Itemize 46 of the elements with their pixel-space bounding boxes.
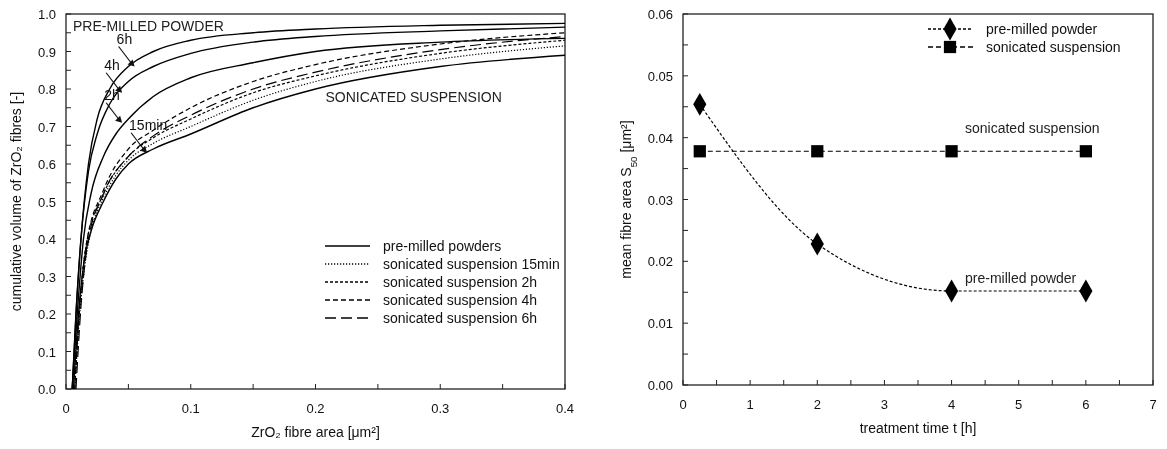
x-tick-label: 7 [1149, 397, 1157, 412]
x-tick-label: 0.2 [306, 401, 325, 416]
y-tick-label: 0.2 [37, 307, 56, 322]
x-tick-label: 3 [880, 397, 889, 412]
annotation: SONICATED SUSPENSION [325, 89, 502, 106]
x-tick-label: 4 [947, 397, 956, 412]
y-tick-label: 0.1 [37, 344, 56, 360]
x-axis-title: treatment time t [h] [859, 420, 977, 436]
x-tick-label: 0 [679, 397, 687, 412]
y-axis-title: cumulative volume of ZrO₂ fibres [-] [8, 91, 24, 312]
legend-label: pre-milled powders [383, 238, 502, 254]
annotation: 4h [104, 56, 120, 73]
x-tick-label: 1 [746, 397, 754, 412]
y-tick-label: 0.4 [37, 232, 56, 247]
legend-label: sonicated suspension [986, 39, 1121, 55]
legend-label: sonicated suspension 4h [383, 292, 538, 308]
legend-label: sonicated suspension 15min [383, 256, 560, 272]
annotation: 15min [129, 116, 168, 133]
x-tick-label: 0.4 [555, 401, 575, 416]
y-tick-label: 0.8 [37, 82, 56, 97]
y-tick-label: 0.03 [647, 192, 673, 208]
legend-label: pre-milled powder [986, 21, 1098, 37]
y-tick-label: 0.01 [647, 316, 673, 332]
x-axis-title: ZrO₂ fibre area [μm²] [251, 424, 380, 440]
y-tick-label: 0.00 [647, 378, 673, 393]
y-tick-label: 0.05 [647, 68, 673, 84]
legend-label: sonicated suspension 2h [383, 274, 538, 290]
y-tick-label: 0.02 [647, 254, 673, 270]
x-tick-label: 6 [1082, 397, 1090, 412]
y-tick-label: 0.04 [647, 130, 673, 146]
x-tick-label: 2 [813, 397, 821, 412]
y-tick-label: 0.9 [37, 44, 56, 60]
legend-label: sonicated suspension 6h [383, 310, 538, 326]
x-tick-label: 0.3 [431, 401, 450, 416]
y-tick-label: 0.5 [37, 194, 56, 210]
y-tick-label: 0.6 [37, 157, 56, 172]
y-tick-label: 0.7 [37, 119, 56, 135]
x-tick-label: 0 [62, 401, 70, 416]
x-tick-label: 5 [1015, 397, 1023, 412]
annotation: sonicated suspension [965, 119, 1100, 136]
x-tick-label: 0.1 [181, 401, 200, 416]
y-tick-label: 0.0 [37, 382, 56, 397]
y-tick-label: 0.06 [647, 7, 673, 22]
y-tick-label: 0.3 [37, 269, 56, 285]
y-tick-label: 1.0 [37, 7, 56, 22]
annotation: pre-milled powder [965, 269, 1077, 286]
